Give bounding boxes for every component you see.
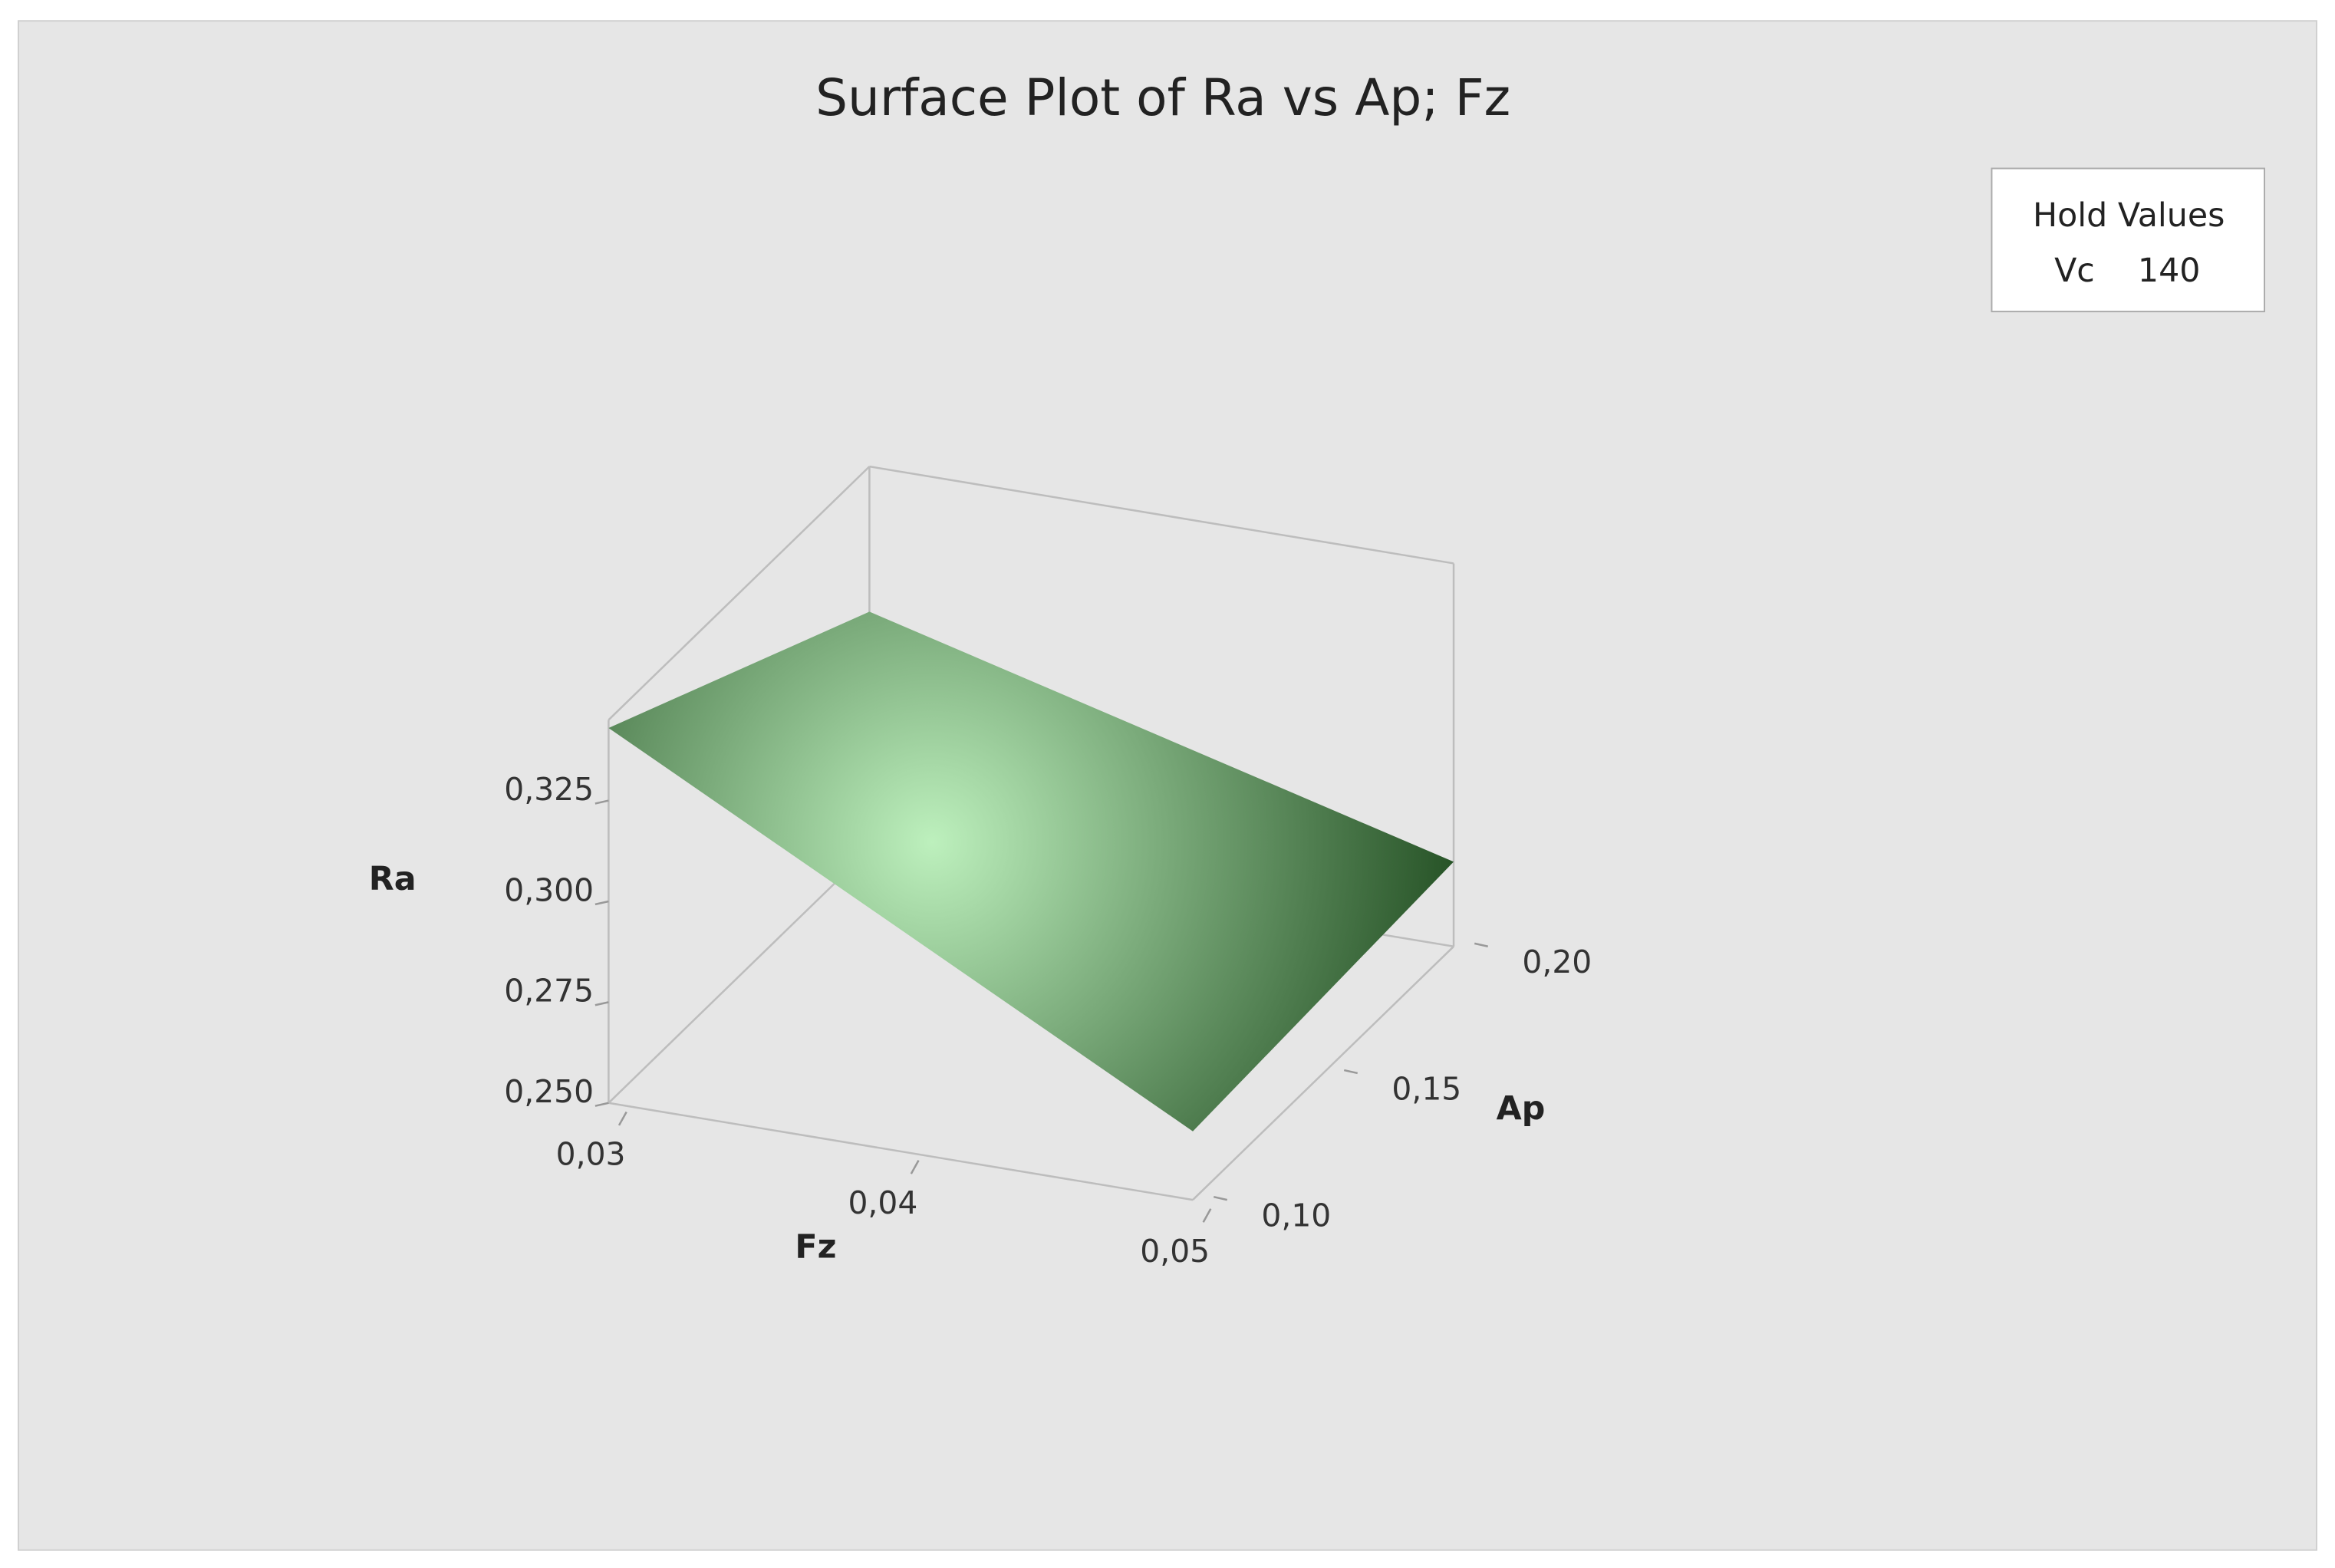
y-axis-title: Ap [1497, 1089, 1546, 1128]
x-tick [910, 1159, 920, 1174]
x-tick [1202, 1208, 1212, 1223]
hold-values-title: Hold Values [2033, 196, 2225, 235]
x-tick-label: 0,04 [848, 1184, 917, 1221]
hold-value: 140 [2138, 252, 2201, 290]
y-tick-label: 0,10 [1261, 1197, 1331, 1234]
x-tick-label: 0,05 [1140, 1233, 1210, 1270]
y-tick-label: 0,15 [1391, 1070, 1461, 1107]
hold-values-box [1991, 167, 2265, 313]
hold-name: Vc [2054, 252, 2095, 290]
box-edge [608, 466, 871, 721]
z-tick [594, 1001, 609, 1006]
surface-cell [608, 611, 1454, 1132]
y-tick [1343, 1069, 1359, 1075]
x-tick [618, 1111, 627, 1126]
x-tick-label: 0,03 [556, 1136, 626, 1173]
chart-title: Surface Plot of Ra vs Ap; Fz [815, 68, 1510, 127]
y-tick [1213, 1195, 1227, 1201]
box-edge [608, 848, 871, 1104]
z-tick [594, 900, 609, 906]
x-axis-title: Fz [795, 1228, 836, 1267]
y-tick [1474, 942, 1489, 948]
z-tick [594, 799, 609, 805]
box-edge [1192, 945, 1454, 1201]
z-tick-label: 0,275 [504, 973, 594, 1010]
z-tick-label: 0,250 [504, 1073, 594, 1110]
z-axis-title: Ra [369, 860, 417, 898]
z-tick-label: 0,325 [504, 771, 594, 808]
box-edge [869, 465, 1454, 565]
box-edge [608, 1102, 1194, 1201]
z-tick-label: 0,300 [504, 871, 594, 908]
y-tick-label: 0,20 [1522, 944, 1592, 980]
z-tick [594, 1102, 609, 1107]
